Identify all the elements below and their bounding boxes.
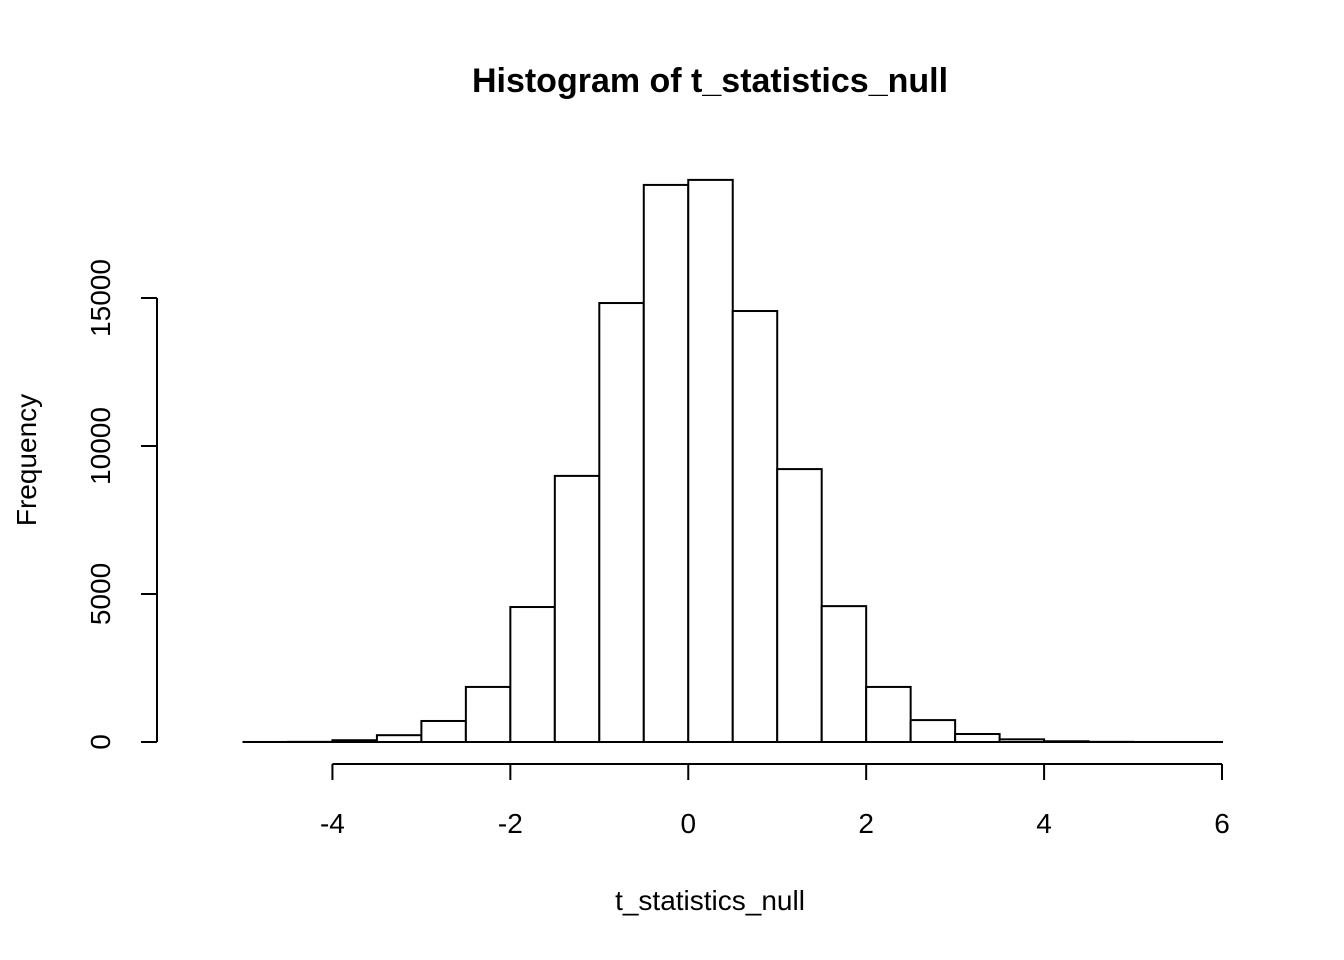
y-axis-label: Frequency: [11, 394, 42, 526]
bar: [1043, 740, 1090, 744]
bar: [509, 606, 556, 743]
bar: [331, 739, 378, 743]
bar: [420, 719, 467, 744]
y-tick-label: 10000: [85, 407, 116, 485]
bar: [464, 685, 512, 743]
y-tick-label: 5000: [85, 563, 116, 625]
bar: [375, 734, 423, 744]
bar: [776, 468, 823, 743]
x-tick-label: -2: [498, 808, 523, 839]
x-tick-label: 6: [1214, 808, 1230, 839]
bar: [642, 183, 690, 744]
x-tick-label: 4: [1036, 808, 1052, 839]
bar: [909, 719, 957, 744]
bar: [954, 733, 1001, 743]
bar: [553, 474, 601, 743]
x-tick-label: 2: [858, 808, 874, 839]
x-tick-label: -4: [320, 808, 345, 839]
bar: [687, 178, 734, 743]
bar: [865, 685, 912, 743]
x-axis-label: t_statistics_null: [615, 885, 805, 916]
y-tick-label: 0: [85, 734, 116, 750]
bar: [598, 302, 645, 743]
bar: [820, 605, 868, 743]
chart-title: Histogram of t_statistics_null: [472, 62, 948, 100]
bar: [731, 310, 779, 743]
bar: [998, 738, 1046, 743]
x-tick-label: 0: [680, 808, 696, 839]
y-tick-label: 15000: [85, 259, 116, 337]
